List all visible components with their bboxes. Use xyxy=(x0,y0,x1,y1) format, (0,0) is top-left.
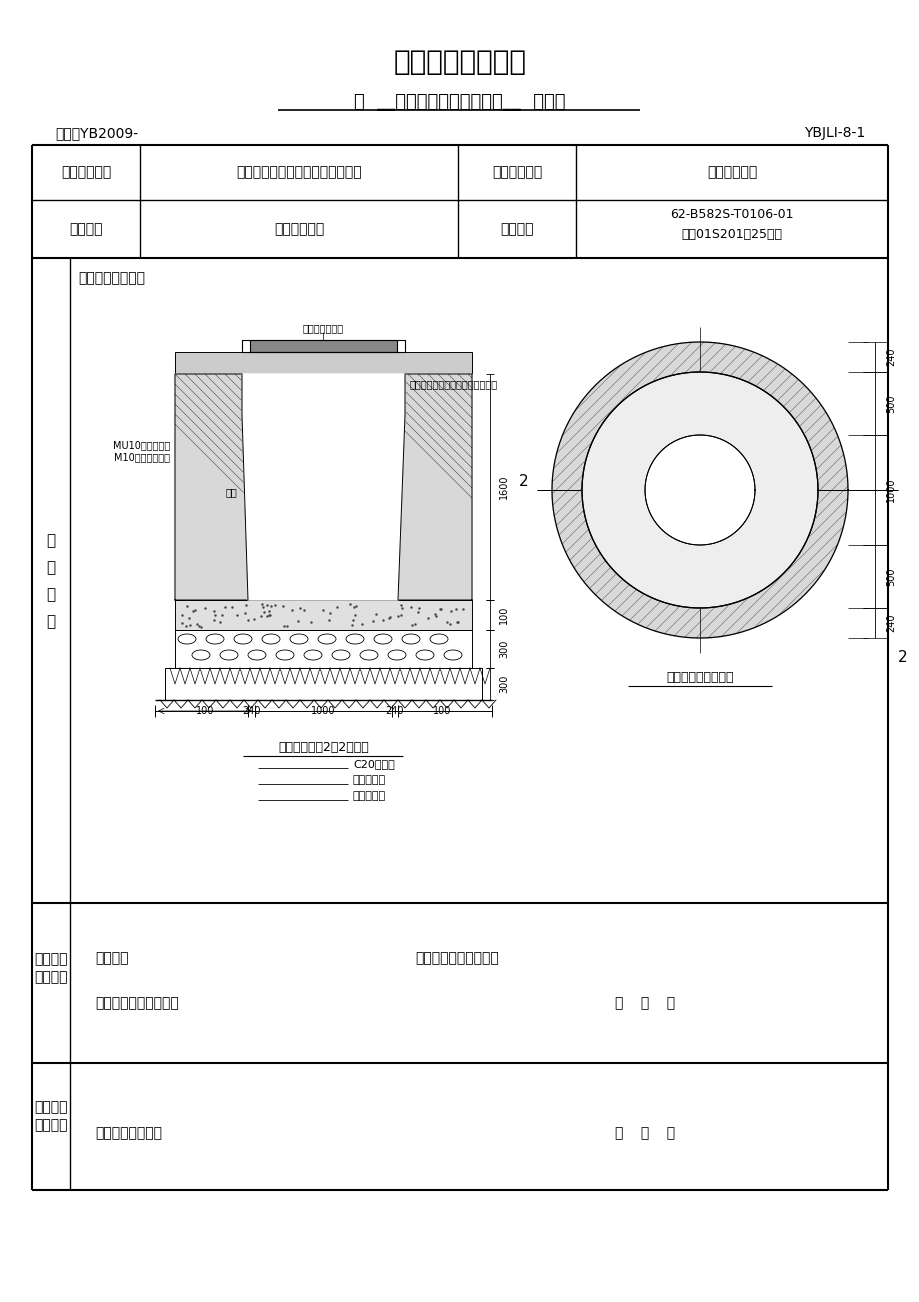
Text: MU10烧结机制砖: MU10烧结机制砖 xyxy=(113,440,170,450)
Text: 内: 内 xyxy=(46,587,55,602)
Text: 专业监理工程师：: 专业监理工程师： xyxy=(95,1126,162,1141)
Text: 消火栓检查井平面图: 消火栓检查井平面图 xyxy=(665,672,733,685)
Bar xyxy=(175,600,471,630)
Ellipse shape xyxy=(276,650,294,660)
Text: 检查结果: 检查结果 xyxy=(34,970,68,984)
Bar xyxy=(175,352,471,374)
Text: 踏步: 踏步 xyxy=(225,487,237,497)
Text: 碎石垫冲层: 碎石垫冲层 xyxy=(353,775,386,785)
Ellipse shape xyxy=(248,650,266,660)
Ellipse shape xyxy=(289,634,308,644)
Text: 分项工程名称: 分项工程名称 xyxy=(492,165,541,180)
Ellipse shape xyxy=(206,634,223,644)
Text: 验收结论: 验收结论 xyxy=(34,1118,68,1133)
Text: 240: 240 xyxy=(885,613,895,633)
Ellipse shape xyxy=(359,650,378,660)
Text: 300: 300 xyxy=(498,639,508,659)
Text: （  __消防消火栓检查井砌体__  工程）: （ __消防消火栓检查井砌体__ 工程） xyxy=(354,92,565,111)
Text: 单位工程名称: 单位工程名称 xyxy=(61,165,111,180)
Text: 室外给排水及雨污水系统建构筑物: 室外给排水及雨污水系统建构筑物 xyxy=(236,165,361,180)
Text: 1600: 1600 xyxy=(498,475,508,499)
Ellipse shape xyxy=(415,650,434,660)
Bar xyxy=(242,340,404,352)
Text: 项目专业质量检查员：: 项目专业质量检查员： xyxy=(414,950,498,965)
Text: 施工图号: 施工图号 xyxy=(500,223,533,236)
Text: 井盖及井座支撑: 井盖及井座支撑 xyxy=(302,323,344,333)
Text: 素土夯填层: 素土夯填层 xyxy=(353,792,386,801)
Polygon shape xyxy=(582,372,817,608)
Text: 项目专业技术负责人：: 项目专业技术负责人： xyxy=(95,996,178,1010)
Text: 1000: 1000 xyxy=(311,706,335,716)
Text: 1000: 1000 xyxy=(885,478,895,503)
Text: 收: 收 xyxy=(46,560,55,575)
Text: 施工单位: 施工单位 xyxy=(34,952,68,966)
Text: YBJLⅠ-8-1: YBJLⅠ-8-1 xyxy=(803,126,864,141)
Bar xyxy=(692,513,708,529)
Text: 验收部位: 验收部位 xyxy=(69,223,103,236)
Text: 隐蔽工程验收记录: 隐蔽工程验收记录 xyxy=(393,48,526,76)
Bar xyxy=(175,630,471,668)
Ellipse shape xyxy=(318,634,335,644)
Ellipse shape xyxy=(262,634,279,644)
Text: 300: 300 xyxy=(498,674,508,693)
Text: （甘01S201，25页）: （甘01S201，25页） xyxy=(681,228,782,241)
Polygon shape xyxy=(175,374,248,600)
Ellipse shape xyxy=(332,650,349,660)
Text: 容: 容 xyxy=(46,615,55,629)
Text: 编号：YB2009-: 编号：YB2009- xyxy=(55,126,138,141)
Text: C20混凝土: C20混凝土 xyxy=(353,759,394,769)
Polygon shape xyxy=(551,342,847,638)
Ellipse shape xyxy=(233,634,252,644)
Text: 240: 240 xyxy=(885,348,895,366)
Text: 62-B582S-T0106-01: 62-B582S-T0106-01 xyxy=(670,207,793,220)
Polygon shape xyxy=(644,435,754,546)
Text: M10水泥砂浆砌筑: M10水泥砂浆砌筑 xyxy=(114,452,170,462)
Ellipse shape xyxy=(374,634,391,644)
Ellipse shape xyxy=(388,650,405,660)
Text: 2: 2 xyxy=(897,651,907,665)
Text: 500: 500 xyxy=(885,395,895,413)
Bar xyxy=(250,340,397,352)
Polygon shape xyxy=(242,374,404,600)
Bar xyxy=(165,668,482,700)
Ellipse shape xyxy=(177,634,196,644)
Text: 2: 2 xyxy=(518,474,528,490)
Text: 年    月    日: 年 月 日 xyxy=(614,996,675,1010)
Text: 100: 100 xyxy=(432,706,450,716)
Text: 100: 100 xyxy=(498,605,508,624)
Text: 简图及隐蔽内容：: 简图及隐蔽内容： xyxy=(78,271,145,285)
Text: 验: 验 xyxy=(46,533,55,548)
Text: 年    月    日: 年 月 日 xyxy=(614,1126,675,1141)
Text: 240: 240 xyxy=(242,706,260,716)
Ellipse shape xyxy=(220,650,238,660)
Polygon shape xyxy=(582,372,817,608)
Text: 消火栓检查井: 消火栓检查井 xyxy=(706,165,756,180)
Text: 100: 100 xyxy=(196,706,214,716)
Ellipse shape xyxy=(192,650,210,660)
Ellipse shape xyxy=(429,634,448,644)
Ellipse shape xyxy=(402,634,420,644)
Text: 班组长：: 班组长： xyxy=(95,950,129,965)
Text: 消火栓检查井: 消火栓检查井 xyxy=(274,223,323,236)
Polygon shape xyxy=(398,374,471,600)
Ellipse shape xyxy=(346,634,364,644)
Text: 踏步: 踏步 xyxy=(663,516,675,525)
Ellipse shape xyxy=(444,650,461,660)
Text: 消火栓检查井2－2剖面图: 消火栓检查井2－2剖面图 xyxy=(278,742,369,754)
Text: 表面刷环氧沥青底漆柔性涂料面漆: 表面刷环氧沥青底漆柔性涂料面漆 xyxy=(410,379,497,389)
Text: 500: 500 xyxy=(885,568,895,586)
Text: 监理单位: 监理单位 xyxy=(34,1100,68,1115)
Text: 240: 240 xyxy=(385,706,403,716)
Ellipse shape xyxy=(303,650,322,660)
